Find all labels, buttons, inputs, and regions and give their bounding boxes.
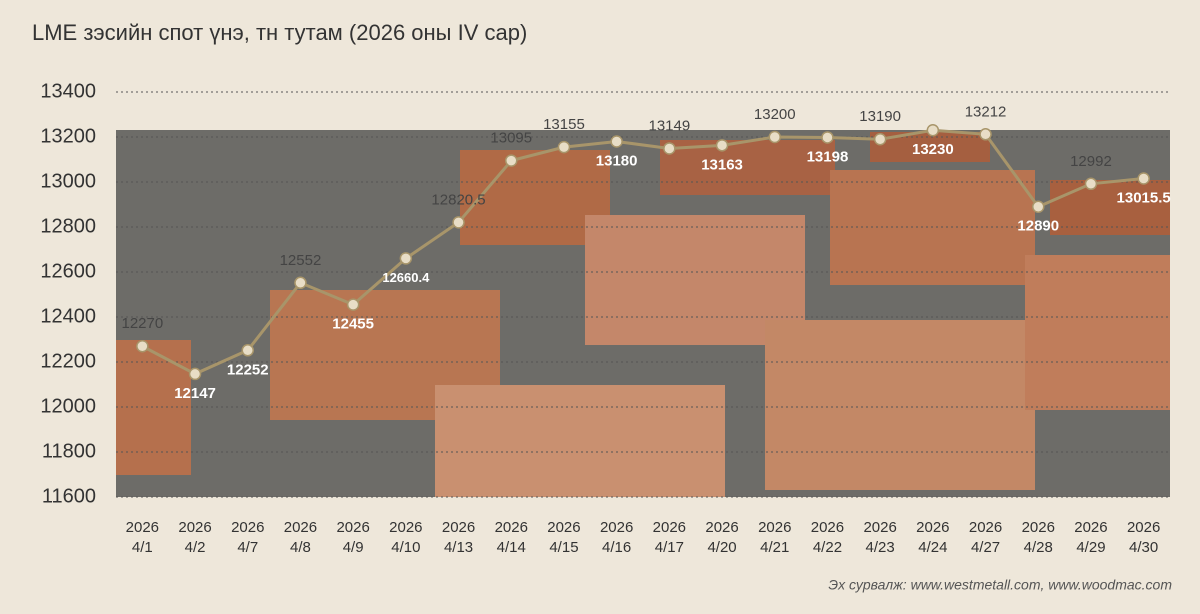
data-label: 13149 [648, 117, 690, 134]
point [873, 133, 887, 146]
chart-title: LME зэсийн спот үнэ, тн тутам (2026 оны … [32, 20, 527, 45]
data-label: 13015.5 [1117, 189, 1171, 206]
x-tick-label: 2026 4/23 [863, 519, 896, 556]
photo-background [116, 130, 1170, 497]
data-label: 12455 [332, 316, 374, 333]
x-tick-label: 2026 4/28 [1022, 519, 1055, 556]
point [294, 276, 307, 290]
data-label: 13163 [701, 156, 743, 173]
point [821, 131, 834, 144]
data-label: 12252 [227, 361, 269, 378]
point [1084, 177, 1098, 191]
x-tick-label: 2026 4/9 [336, 519, 369, 556]
point [452, 216, 465, 229]
point [926, 124, 940, 137]
data-label: 13200 [754, 106, 796, 123]
x-tick-label: 2026 4/16 [600, 519, 633, 556]
point [188, 367, 202, 381]
point [715, 139, 729, 152]
source-note: Эх сурвалж: www.westmetall.com, www.wood… [828, 577, 1172, 593]
data-label: 12660.4 [382, 270, 430, 285]
data-label: 12147 [174, 385, 216, 402]
x-tick-label: 2026 4/10 [389, 519, 422, 556]
data-label: 12552 [280, 252, 322, 269]
point [241, 344, 254, 357]
data-label: 12270 [121, 315, 163, 332]
x-tick-label: 2026 4/20 [705, 519, 738, 556]
x-tick-label: 2026 4/2 [178, 519, 211, 556]
point [399, 252, 413, 265]
x-tick-label: 2026 4/30 [1127, 519, 1160, 556]
data-label: 13212 [965, 103, 1007, 120]
point [1032, 200, 1045, 213]
data-label: 12992 [1070, 153, 1112, 170]
x-tick-label: 2026 4/15 [547, 519, 580, 556]
x-tick-label: 2026 4/21 [758, 519, 791, 556]
data-label: 13095 [490, 130, 532, 147]
point [136, 340, 149, 353]
point [979, 128, 992, 141]
point [505, 154, 518, 167]
data-label: 13198 [807, 148, 849, 165]
y-tick-label: 13400 [40, 80, 96, 102]
x-tick-label: 2026 4/14 [495, 519, 528, 556]
data-label: 13190 [859, 108, 901, 125]
y-tick-label: 13200 [40, 125, 96, 147]
point [768, 130, 781, 144]
x-tick-label: 2026 4/24 [916, 519, 949, 556]
y-tick-label: 12200 [40, 350, 96, 372]
x-tick-label: 2026 4/22 [811, 519, 844, 556]
point [346, 298, 360, 311]
data-label: 13230 [912, 141, 954, 158]
y-tick-label: 12800 [40, 215, 96, 237]
x-tick-label: 2026 4/29 [1074, 519, 1107, 556]
y-tick-label: 11600 [42, 485, 96, 507]
x-tick-label: 2026 4/27 [969, 519, 1002, 556]
x-tick-label: 2026 4/13 [442, 519, 475, 556]
y-tick-label: 12400 [40, 305, 96, 327]
data-label: 12890 [1017, 218, 1059, 235]
x-tick-label: 2026 4/17 [653, 519, 686, 556]
x-tick-label: 2026 4/1 [126, 519, 159, 556]
point [557, 140, 571, 154]
point [610, 135, 623, 148]
data-label: 12820.5 [431, 191, 485, 208]
point [663, 142, 676, 155]
data-label: 13180 [596, 152, 638, 169]
series-line [141, 128, 1144, 376]
y-tick-label: 13000 [40, 170, 96, 192]
y-tick-label: 12600 [40, 260, 96, 282]
x-tick-label: 2026 4/7 [231, 519, 264, 556]
point [1137, 172, 1150, 185]
y-tick-label: 12000 [40, 395, 96, 417]
data-label: 13155 [543, 116, 585, 133]
y-tick-label: 11800 [42, 440, 96, 462]
x-tick-label: 2026 4/8 [284, 519, 317, 556]
